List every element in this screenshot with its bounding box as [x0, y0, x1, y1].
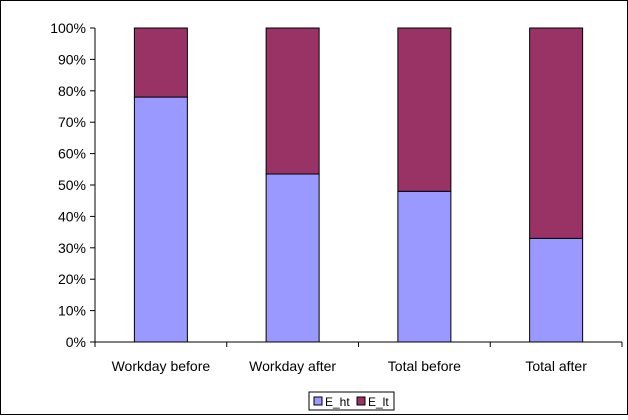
- legend-label: E_lt: [368, 395, 389, 409]
- bar-e-ht-2: [265, 173, 320, 343]
- y-tick-label: 60%: [58, 146, 86, 162]
- x-category-label: Workday after: [249, 358, 336, 374]
- y-tick-label: 30%: [58, 240, 86, 256]
- y-tick-label: 80%: [58, 83, 86, 99]
- bar-e-ht-1: [133, 96, 188, 343]
- bar-e-lt-3: [397, 27, 452, 192]
- y-tick-label: 0%: [66, 334, 86, 350]
- bar-e-ht-3: [397, 190, 452, 343]
- x-category-label: Total after: [525, 358, 587, 374]
- legend-label: E_ht: [325, 395, 350, 409]
- y-tick-label: 70%: [58, 114, 86, 130]
- legend-swatch-e-lt: [356, 396, 366, 406]
- x-category-label: Workday before: [112, 358, 211, 374]
- y-tick-label: 100%: [50, 20, 86, 36]
- x-category-label: Total before: [388, 358, 461, 374]
- bar-e-ht-4: [529, 237, 584, 343]
- y-tick-label: 20%: [58, 271, 86, 287]
- y-tick-label: 50%: [58, 177, 86, 193]
- legend-box: [308, 391, 395, 411]
- y-tick-label: 10%: [58, 303, 86, 319]
- plot-area: 0% 10% 20% 30% 40% 50% 60% 70% 80% 90% 100% Workday…: [50, 20, 623, 374]
- legend: E_ht E_lt: [308, 391, 395, 411]
- bar-e-lt-2: [265, 27, 320, 175]
- legend-swatch-e-ht: [313, 396, 323, 406]
- bar-e-lt-1: [133, 27, 188, 98]
- y-tick-label: 40%: [58, 208, 86, 224]
- bar-e-lt-4: [529, 27, 584, 239]
- y-tick-label: 90%: [58, 51, 86, 67]
